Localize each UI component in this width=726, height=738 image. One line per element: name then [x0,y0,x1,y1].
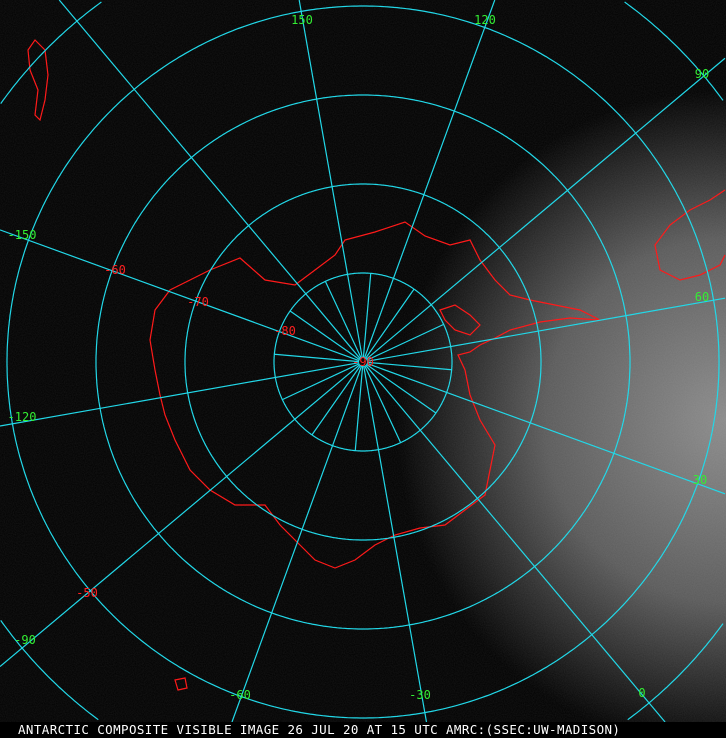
meridian-line [231,365,363,723]
meridian-line [0,364,361,668]
longitude-label: 0 [638,686,645,700]
latitude-label: -80 [274,324,296,338]
meridian-line [354,365,364,451]
meridian-line [366,323,444,361]
south-america-coastline [654,189,726,281]
latitude-label: -70 [187,295,209,309]
image-caption: ANTARCTIC COMPOSITE VISIBLE IMAGE 26 JUL… [0,722,726,738]
meridian-line [362,273,372,359]
latitude-circle [624,1,724,101]
graticule [0,0,726,723]
meridian-line [311,364,362,436]
island-coastline [174,677,188,691]
meridian-line [366,362,726,495]
meridian-line [364,288,415,360]
longitude-label: -120 [8,410,37,424]
longitude-label: -60 [229,688,251,702]
new-zealand-coastline [27,39,49,122]
longitude-label: 90 [695,67,709,81]
latitude-circle [95,94,631,630]
meridian-line [282,363,360,401]
longitude-label: -30 [409,688,431,702]
meridian-line [366,361,452,371]
meridian-line [58,0,361,360]
meridian-line [0,229,360,362]
meridian-line [365,57,726,360]
latitude-circle [273,272,453,452]
longitude-label: -90 [14,633,36,647]
longitude-label: 120 [474,13,496,27]
meridian-line [363,365,428,723]
peninsula-coastline [439,304,481,336]
meridian-line [364,365,402,443]
meridian-line [365,363,437,414]
meridian-line [298,0,363,359]
latitude-circle [6,5,720,719]
longitude-label: 30 [693,473,707,487]
latitude-circle [184,183,542,541]
meridian-line [365,364,666,723]
latitude-label: -90 [352,355,374,369]
latitude-circle [0,1,102,104]
graticule-labels: 150 120 90 60 30 0 -30 -60 -90 -120 -150 -90 -80 -70 -… [8,13,710,702]
meridian-line [363,0,496,359]
longitude-label: -150 [8,228,37,242]
latitude-circle [0,620,99,721]
meridian-line [289,310,361,361]
meridian-line [0,362,360,427]
latitude-label: -60 [104,263,126,277]
latitude-label: -50 [76,586,98,600]
meridian-line [324,281,362,359]
longitude-label: 150 [291,13,313,27]
meridian-line [274,353,360,363]
longitude-label: 60 [695,290,709,304]
latitude-circle [627,623,724,721]
meridian-line [366,297,726,362]
